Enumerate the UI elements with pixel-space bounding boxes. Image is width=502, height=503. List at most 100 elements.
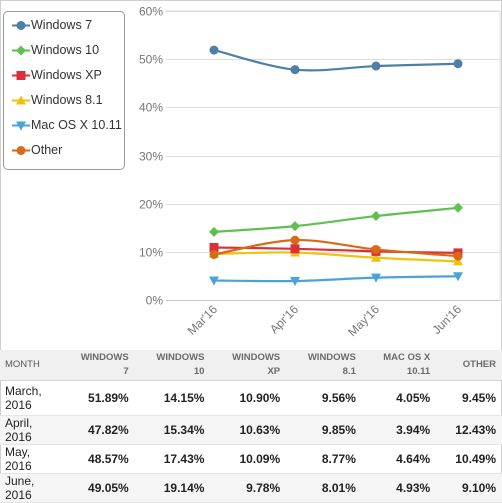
legend-label: Windows 7 [31,18,93,32]
value-cell: 9.78% [210,473,287,503]
series-windows-10 [209,202,463,237]
legend-label: Windows 10 [31,43,100,57]
y-tick-label: 20% [139,198,163,212]
value-cell: 9.56% [286,380,362,416]
x-tick-label: May'16 [345,302,382,339]
value-cell: 47.82% [59,415,135,445]
column-header-line: 10 [193,366,205,377]
legend-marker-windows-7 [12,21,30,30]
data-point-mac-os-x-10-11 [209,276,219,286]
month-cell: April, 2016 [0,415,59,445]
data-point-windows-8-1 [371,252,381,262]
legend-item-windows-7[interactable]: Windows 7 [4,16,124,41]
table-row: June, 2016 49.05% 19.14% 9.78% 8.01% 4.93% 9.1… [0,473,502,503]
legend-item-windows-10[interactable]: Windows 10 [4,41,124,66]
value-cell: 10.09% [210,444,287,474]
value-cell: 10.49% [436,444,502,474]
series-mac-os-x-10-11 [209,272,463,287]
x-tick-label: Mar'16 [185,302,221,338]
legend-item-windows-8-1[interactable]: Windows 8.1 [4,91,124,116]
column-header-line: MONTH [5,359,40,370]
legend-symbol-other [16,146,26,155]
column-header: MAC OS X 10.11 [361,350,437,381]
data-point-other [453,251,463,261]
month-cell: March, 2016 [0,380,59,416]
column-header-line: 7 [123,366,129,377]
legend-symbol-windows-8-1 [16,95,26,105]
month-cell: June, 2016 [0,473,59,503]
value-cell: 8.77% [286,444,362,474]
data-point-mac-os-x-10-11 [453,272,463,282]
column-header-line: 8.1 [342,366,356,377]
legend-item-windows-xp[interactable]: Windows XP [4,66,124,91]
legend-item-mac-os-x-10-11[interactable]: Mac OS X 10.11 [4,116,124,141]
value-cell: 10.90% [210,380,287,416]
data-point-windows-7 [371,61,381,71]
y-tick-label: 0% [146,294,164,308]
legend-symbol-mac-os-x-10-11 [16,121,26,131]
y-tick-label: 30% [139,150,163,164]
data-point-windows-10 [209,226,219,237]
value-cell: 4.64% [361,444,437,474]
table-row: March, 2016 51.89% 14.15% 10.90% 9.56% 4.05% 9… [0,380,502,416]
data-point-windows-10 [453,202,463,213]
series-line-windows-7 [213,48,459,72]
data-point-other [290,235,300,245]
column-header-line: 10.11 [406,366,431,377]
value-cell: 9.45% [436,380,502,416]
value-cell: 17.43% [134,444,211,474]
column-header-line: WINDOWS [232,352,281,363]
column-header-line: XP [267,366,281,377]
column-header: MONTH [0,350,59,381]
legend-symbol-windows-xp [16,71,26,80]
value-cell: 4.93% [361,473,437,503]
data-point-other [371,244,381,254]
value-cell: 19.14% [134,473,211,503]
value-cell: 15.34% [134,415,211,445]
line-chart: 0% 10% 20% 30% 40% 50% 60% Mar'16 Apr'16 May'16 Ju… [139,5,501,339]
y-tick-label: 50% [139,53,163,67]
series-line-windows-10 [213,206,459,233]
data-point-mac-os-x-10-11 [371,273,381,283]
value-cell: 8.01% [286,473,362,503]
column-header-line: OTHER [462,359,496,370]
column-header: WINDOWS 10 [134,350,211,381]
data-point-windows-7 [209,45,219,55]
value-cell: 12.43% [436,415,502,445]
data-point-windows-7 [290,65,300,75]
legend-item-other[interactable]: Other [4,141,124,166]
column-header-line: WINDOWS [80,352,129,363]
legend-symbol-windows-10 [16,45,26,56]
value-cell: 10.63% [210,415,287,445]
legend-marker-windows-10 [12,45,30,56]
series-line-mac-os-x-10-11 [213,275,459,283]
month-cell: May, 2016 [0,444,59,474]
value-cell: 3.94% [361,415,437,445]
series-other [209,235,463,261]
series-line-windows-8-1 [213,251,459,263]
series-windows-7 [209,45,463,75]
data-point-mac-os-x-10-11 [290,277,300,287]
legend-symbol-windows-7 [16,21,26,30]
value-cell: 51.89% [59,380,135,416]
legend-label: Windows XP [31,68,102,82]
x-tick-label: Jun'16 [429,302,464,337]
table-row: April, 2016 47.82% 15.34% 10.63% 9.85% 3.94% 1… [0,415,502,445]
data-point-windows-xp [209,242,219,252]
chart-area: 0% 10% 20% 30% 40% 50% 60% Mar'16 Apr'16 May'16 Ju… [3,5,501,339]
value-cell: 14.15% [134,380,211,416]
table-row: May, 2016 48.57% 17.43% 10.09% 8.77% 4.64% 10.… [0,444,502,474]
table-header-row: MONTH WINDOWS 7 WINDOWS 10 WINDOWS XP WINDOWS 8.… [0,350,502,381]
value-cell: 48.57% [59,444,135,474]
data-point-windows-10 [371,211,381,222]
series-line-other [213,239,459,258]
data-point-windows-10 [290,221,300,232]
data-table: MONTH WINDOWS 7 WINDOWS 10 WINDOWS XP WINDOWS 8.… [0,350,502,503]
data-point-windows-8-1 [453,256,463,266]
legend-label: Other [31,143,63,157]
legend-label: Windows 8.1 [31,93,103,107]
value-cell: 4.05% [361,380,437,416]
column-header: WINDOWS 8.1 [286,350,362,381]
value-cell: 9.85% [286,415,362,445]
column-header: WINDOWS XP [210,350,287,381]
